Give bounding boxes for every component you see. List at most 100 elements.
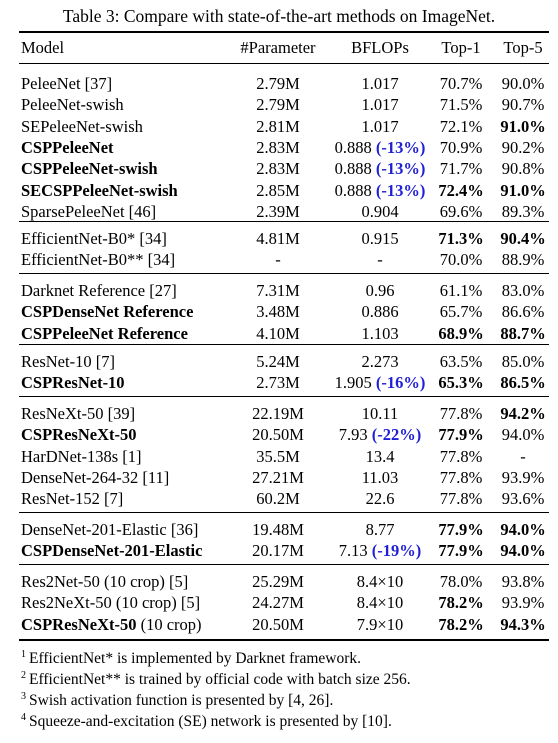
cell-top5: 90.4%: [500, 229, 546, 248]
flops-value: 0.888: [334, 137, 372, 157]
cell-model: ResNeXt-50 [39]: [21, 403, 135, 425]
cell-flops: 7.13 (-19%): [320, 540, 440, 562]
table-row: CSPPeleeNet 2.83M 0.888 (-13%) 70.9% 90.2%: [0, 137, 558, 159]
footnote-text: EfficientNet* is implemented by Darknet …: [29, 650, 361, 667]
header-top1: Top-1: [441, 38, 481, 57]
cell-flops: 11.03: [320, 467, 440, 489]
cell-params: 20.17M: [252, 541, 304, 561]
cell-model: DenseNet-264-32 [11]: [21, 467, 169, 489]
cell-top1: 70.0%: [439, 250, 483, 270]
model-name: PeleeNet-swish: [21, 95, 124, 115]
table-row: Darknet Reference [27] 7.31M 0.96 61.1% 83.0…: [0, 280, 558, 302]
model-name: SparsePeleeNet [46]: [21, 201, 157, 221]
cell-flops: 8.77: [320, 519, 440, 541]
cell-top5: 94.0%: [501, 425, 545, 445]
cell-params: 19.48M: [252, 520, 304, 539]
model-name: SECSPPeleeNet-swish: [21, 180, 178, 200]
flops-value: 1.905: [334, 373, 372, 393]
header-top5: Top-5: [503, 38, 543, 57]
cell-top1: 68.9%: [438, 323, 484, 343]
cell-params: 2.39M: [256, 201, 300, 221]
cell-flops: 7.9×10: [320, 614, 440, 636]
flops-value: 1.017: [361, 95, 399, 115]
flops-delta: (-13%): [375, 137, 426, 157]
table-row: CSPResNeXt-50 20.50M 7.93 (-22%) 77.9% 94.0%: [0, 424, 558, 446]
flops-value: 22.6: [365, 489, 395, 509]
cell-flops: 0.915: [320, 228, 440, 250]
footnote-mark: 2: [21, 670, 26, 681]
cell-model: HarDNet-138s [1]: [21, 446, 142, 468]
cell-params: 5.24M: [256, 352, 300, 371]
cell-top1: 78.0%: [439, 572, 483, 591]
cell-top1: 72.1%: [439, 116, 483, 136]
table-row: CSPDenseNet-201-Elastic 20.17M 7.13 (-19%)…: [0, 540, 558, 562]
cell-model: DenseNet-201-Elastic [36]: [21, 519, 198, 541]
model-name: PeleeNet [37]: [21, 74, 113, 93]
model-name: CSPResNet-10: [21, 373, 125, 393]
flops-delta: (-13%): [375, 159, 426, 179]
cell-model: CSPResNet-10: [21, 372, 125, 394]
cell-top1: 72.4%: [438, 180, 484, 200]
cell-top5: 94.0%: [500, 541, 546, 561]
cell-model: CSPResNeXt-50 (10 crop): [21, 614, 202, 636]
header-params: #Parameter: [240, 38, 316, 57]
cell-top1: 78.2%: [438, 614, 484, 634]
flops-value: 8.4×10: [356, 593, 404, 613]
cell-flops: 1.905 (-16%): [320, 372, 440, 394]
table-caption: Table 3: Compare with state-of-the-art m…: [62, 6, 496, 26]
cell-params: 3.48M: [256, 302, 300, 322]
cell-params: 7.31M: [256, 281, 300, 300]
flops-value: 13.4: [365, 446, 395, 466]
model-name: CSPPeleeNet-swish: [21, 159, 158, 179]
table-row: CSPPeleeNet Reference 4.10M 1.103 68.9% 88.7…: [0, 323, 558, 345]
model-name: Res2NeXt-50 (10 crop) [5]: [21, 593, 201, 613]
cell-model: Res2Net-50 (10 crop) [5]: [21, 571, 188, 593]
cell-flops: 13.4: [320, 446, 440, 468]
table-row: SparsePeleeNet [46] 2.39M 0.904 69.6% 89.3%: [0, 201, 558, 223]
model-name: DenseNet-264-32 [11]: [21, 467, 170, 487]
cell-top1: 61.1%: [439, 281, 483, 300]
cell-params: 2.79M: [256, 95, 300, 115]
cell-top5: 89.3%: [501, 201, 545, 221]
model-name: EfficientNet-B0** [34]: [21, 250, 176, 270]
cell-params: 27.21M: [252, 467, 304, 487]
cell-model: ResNet-152 [7]: [21, 488, 123, 510]
cell-params: 25.29M: [252, 572, 304, 591]
cell-top5: 93.8%: [501, 572, 545, 591]
table-row: PeleeNet-swish 2.79M 1.017 71.5% 90.7%: [0, 94, 558, 116]
model-suffix: (10 crop): [136, 614, 202, 634]
table-row: SEPeleeNet-swish 2.81M 1.017 72.1% 91.0%: [0, 116, 558, 138]
cell-top5: 90.8%: [501, 159, 545, 179]
model-name: SEPeleeNet-swish: [21, 116, 143, 136]
cell-top5: 83.0%: [501, 281, 545, 300]
flops-value: 10.11: [361, 404, 399, 423]
model-name: CSPResNeXt-50: [21, 614, 137, 634]
model-name: HarDNet-138s [1]: [21, 446, 142, 466]
cell-top5: 93.9%: [501, 467, 545, 487]
cell-top5: 88.7%: [500, 323, 546, 343]
table-row: HarDNet-138s [1] 35.5M 13.4 77.8% -: [0, 446, 558, 468]
cell-top5: 90.0%: [501, 74, 545, 93]
flops-value: 0.904: [361, 201, 399, 221]
group-rule: [19, 273, 549, 274]
flops-value: 8.77: [365, 520, 395, 539]
cell-model: ResNet-10 [7]: [21, 351, 115, 373]
cell-model: CSPPeleeNet Reference: [21, 323, 188, 345]
cell-params: 20.50M: [252, 614, 304, 634]
model-name: Res2Net-50 (10 crop) [5]: [21, 572, 189, 591]
table-row: SECSPPeleeNet-swish 2.85M 0.888 (-13%) 72.4…: [0, 180, 558, 202]
cell-params: 24.27M: [252, 593, 304, 613]
table-row: CSPResNet-10 2.73M 1.905 (-16%) 65.3% 86.5%: [0, 372, 558, 394]
model-name: Darknet Reference [27]: [21, 281, 177, 300]
model-name: DenseNet-201-Elastic [36]: [21, 520, 199, 539]
bottom-rule: [19, 639, 549, 641]
cell-model: CSPResNeXt-50: [21, 424, 136, 446]
header-rule: [19, 63, 549, 64]
cell-model: CSPDenseNet Reference: [21, 301, 193, 323]
cell-top1: 63.5%: [439, 352, 483, 371]
cell-top1: 77.9%: [438, 520, 484, 539]
cell-flops: 7.93 (-22%): [320, 424, 440, 446]
cell-top5: -: [520, 446, 526, 466]
cell-model: EfficientNet-B0** [34]: [21, 249, 175, 271]
flops-value: 1.017: [361, 74, 399, 93]
